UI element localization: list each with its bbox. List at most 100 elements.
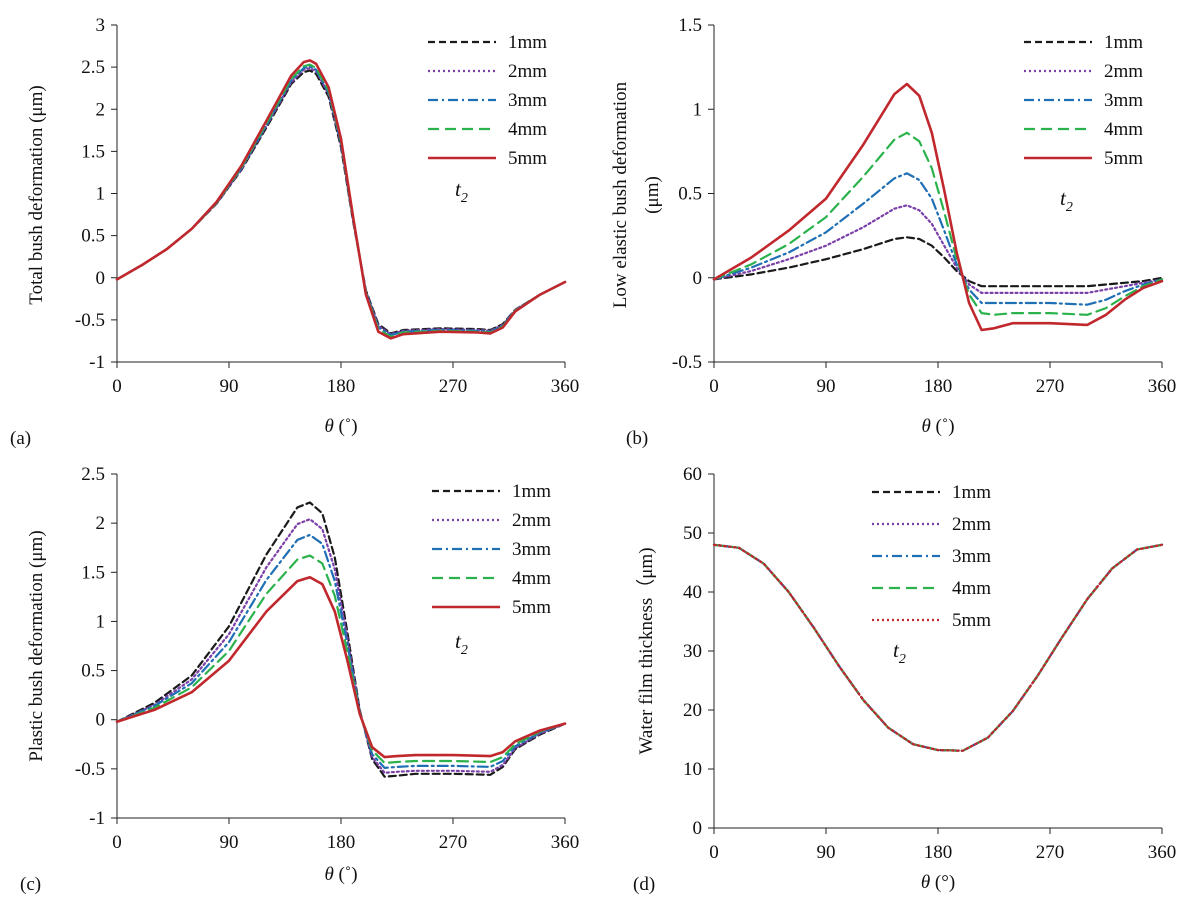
legend-label: 4mm [1104,119,1143,140]
y-tick-label: 0 [693,818,703,839]
x-tick-label: 90 [817,376,836,397]
x-axis-title: θ (˚) [324,416,357,437]
y-tick-label: 0.5 [81,661,105,682]
x-tick-label: 270 [1036,842,1065,863]
x-axis-title: θ (°) [921,872,955,893]
y-tick-label: 2 [96,513,106,534]
legend-label: 2mm [512,510,551,531]
series-line-2mm [712,204,1164,294]
panel-b: -0.5 0 0.5 1 1.5 0 90 180 270 360 Low elastic bush… [610,15,1176,449]
x-tick-label: 180 [327,832,356,853]
annotation-sub: 2 [461,643,468,658]
legend-label: 1mm [952,482,991,503]
y-tick-label: 10 [683,759,702,780]
series-line-1mm [712,236,1164,288]
y-tick-label: 0 [693,268,703,289]
x-axis-symbol: θ [921,416,930,437]
series-line-2mm [115,66,567,336]
legend-label: 1mm [508,32,547,53]
x-axis-title: θ (˚) [324,864,357,885]
x-axis-symbol: θ [324,864,333,885]
annotation-main: t [1060,186,1067,210]
series-line-4mm [115,63,567,338]
y-tick-label: -0.5 [672,352,702,373]
annotation: t2 [1060,186,1073,215]
y-tick-label: 20 [683,700,702,721]
y-tick-label: 1 [693,99,703,120]
x-tick-label: 270 [439,376,468,397]
x-tick-label: 90 [220,376,239,397]
panel-label: (c) [20,874,41,895]
series-line-1mm [712,543,1164,752]
legend-label: 4mm [952,578,991,599]
legend-label: 3mm [1104,90,1143,111]
x-tick-label: 0 [709,376,719,397]
x-axis-unit: (°) [930,872,955,893]
annotation: t2 [455,177,468,206]
annotation-main: t [893,638,900,662]
legend-label: 5mm [508,148,547,169]
annotation-sub: 2 [1066,200,1073,215]
series-line-3mm [712,543,1164,752]
legend-label: 3mm [512,539,551,560]
x-tick-label: 90 [817,842,836,863]
panel-label: (b) [626,428,648,449]
x-tick-label: 180 [924,842,953,863]
x-tick-label: 0 [112,832,122,853]
series-line-5mm [115,575,567,759]
series-line-4mm [712,131,1164,316]
y-tick-label: 1 [96,184,106,205]
annotation: t2 [893,638,906,667]
y-tick-label: -0.5 [75,759,105,780]
x-tick-label: 180 [327,376,356,397]
x-tick-label: 360 [1148,842,1177,863]
legend-label: 4mm [508,119,547,140]
y-tick-label: 1.5 [81,141,105,162]
x-tick-label: 360 [551,376,580,397]
series-line-3mm [712,172,1164,306]
y-tick-label: 2 [96,99,106,120]
x-tick-label: 360 [551,832,580,853]
legend-label: 5mm [512,597,551,618]
legend-label: 2mm [952,514,991,535]
series-line-5mm [712,543,1164,752]
y-tick-label: 60 [683,464,702,485]
y-tick-label: 40 [683,582,702,603]
y-tick-label: 0 [96,268,106,289]
x-tick-label: 180 [924,376,953,397]
y-tick-label: 1.5 [678,15,702,36]
y-axis-title: Total bush deformation (μm) [26,85,47,304]
x-tick-label: 0 [709,842,719,863]
legend-label: 2mm [508,61,547,82]
legend-label: 3mm [508,90,547,111]
series-line-5mm [115,59,567,340]
panel-a: -1 -0.5 0 0.5 1 1.5 2 2.5 3 0 90 180 270 360 Total bus… [10,15,579,449]
legend-label: 2mm [1104,61,1143,82]
x-tick-label: 270 [1036,376,1065,397]
y-axis-title-line2: (μm) [642,176,663,214]
panel-label: (d) [633,874,655,895]
annotation-main: t [455,629,462,653]
series-line-2mm [115,518,567,774]
y-tick-label: 0.5 [678,184,702,205]
y-tick-label: 2.5 [81,57,105,78]
x-tick-label: 0 [112,376,122,397]
y-tick-label: -1 [89,808,105,829]
x-tick-label: 270 [439,832,468,853]
y-tick-label: -0.5 [75,310,105,331]
y-tick-label: 1 [96,611,106,632]
x-axis-symbol: θ [324,416,333,437]
legend-label: 1mm [512,481,551,502]
y-tick-label: 30 [683,641,702,662]
y-tick-label: -1 [89,352,105,373]
panel-d: 0 10 20 30 40 50 60 0 90 180 270 360 Water film thic… [633,464,1176,895]
series-line-4mm [115,554,567,765]
legend-label: 4mm [512,568,551,589]
series-line-2mm [712,543,1164,752]
legend-label: 5mm [952,610,991,631]
y-tick-label: 3 [96,15,106,36]
x-axis-unit: (˚) [334,864,358,885]
y-tick-label: 1.5 [81,562,105,583]
x-axis-title: θ (˚) [921,416,954,437]
